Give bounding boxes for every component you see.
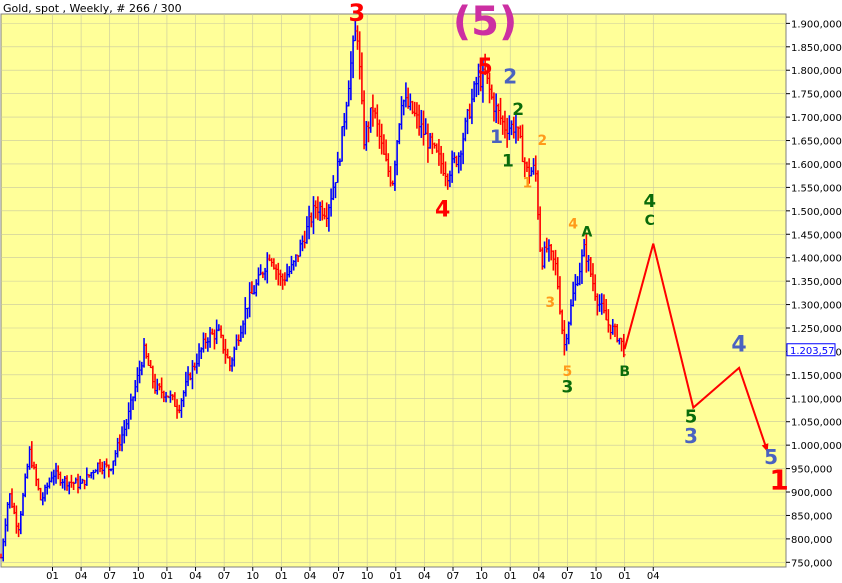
x-tick-label: 07	[103, 571, 116, 582]
y-tick-label: 750,000	[791, 558, 832, 569]
wave-label: 1	[523, 175, 533, 191]
x-tick-label: 10	[475, 571, 488, 582]
y-tick-label: 1.750,000	[791, 90, 842, 101]
wave-label: 2	[537, 133, 547, 149]
wave-label: 2	[512, 100, 524, 120]
projection-arrowhead	[761, 443, 769, 453]
y-tick-label: 1.350,000	[791, 277, 842, 288]
wave-label: 4	[435, 197, 450, 222]
x-tick-label: 01	[504, 571, 517, 582]
y-tick-label: 1.700,000	[791, 113, 842, 124]
y-tick-label: 1.800,000	[791, 66, 842, 77]
projection-line	[623, 243, 769, 453]
last-price-label: 1.203,57	[790, 346, 835, 357]
wave-label: A	[581, 225, 592, 241]
wave-label: 4	[568, 217, 578, 233]
price-bar	[621, 333, 626, 358]
wave-label: 5	[764, 445, 778, 469]
wave-label: 1	[502, 151, 514, 171]
y-tick-label: 1.000,000	[791, 441, 842, 452]
wave-label: 3	[349, 0, 366, 27]
y-tick-label: 1.500,000	[791, 207, 842, 218]
y-tick-label: 1.550,000	[791, 183, 842, 194]
x-tick-label: 04	[532, 571, 545, 582]
wave-label: 5	[477, 55, 492, 80]
x-tick-label: 01	[46, 571, 59, 582]
wave-label: 3	[684, 424, 698, 448]
x-tick-label: 01	[389, 571, 402, 582]
y-tick-label: 1.850,000	[791, 43, 842, 54]
x-tick-label: 10	[590, 571, 603, 582]
wave-label: 3	[545, 295, 555, 311]
x-tick-label: 01	[618, 571, 631, 582]
x-tick-label: 01	[275, 571, 288, 582]
plot-background	[0, 13, 787, 568]
y-tick-label: 1.050,000	[791, 418, 842, 429]
y-tick-label: 1.300,000	[791, 301, 842, 312]
x-tick-label: 01	[161, 571, 174, 582]
y-tick-label: 1.400,000	[791, 254, 842, 265]
y-tick-label: 850,000	[791, 511, 832, 522]
wave-label: (5)	[453, 0, 517, 45]
x-tick-label: 04	[189, 571, 202, 582]
wave-label: 5	[563, 364, 573, 380]
y-tick-label: 900,000	[791, 488, 832, 499]
x-tick-label: 04	[647, 571, 660, 582]
x-tick-label: 04	[418, 571, 431, 582]
wave-label: 1	[490, 126, 503, 148]
x-tick-label: 04	[304, 571, 317, 582]
chart-title: Gold, spot , Weekly, # 266 / 300	[3, 2, 182, 15]
wave-label: 2	[503, 64, 517, 88]
x-tick-label: 10	[132, 571, 145, 582]
price-bars	[0, 18, 626, 562]
y-axis: 750,000 800,000 850,000 900,000 950,000 1.000…	[786, 19, 842, 569]
x-tick-label: 10	[361, 571, 374, 582]
y-tick-label: 1.600,000	[791, 160, 842, 171]
x-tick-label: 07	[332, 571, 345, 582]
wave-label: C	[645, 213, 655, 229]
y-tick-label: 1.650,000	[791, 137, 842, 148]
y-tick-label: 1.100,000	[791, 394, 842, 405]
y-tick-label: 1.150,000	[791, 371, 842, 382]
x-tick-label: 07	[218, 571, 231, 582]
y-tick-label: 950,000	[791, 465, 832, 476]
last-price-box	[786, 343, 836, 357]
wave-label: 1	[769, 464, 788, 497]
wave-label: 3	[562, 378, 574, 398]
x-tick-label: 04	[75, 571, 88, 582]
x-tick-label: 07	[561, 571, 574, 582]
x-tick-label: 07	[447, 571, 460, 582]
projection-path	[623, 243, 769, 453]
y-tick-label: 1.250,000	[791, 324, 842, 335]
wave-label: B	[619, 364, 630, 380]
x-tick-label: 10	[246, 571, 259, 582]
y-tick-label: 800,000	[791, 535, 832, 546]
wave-label: 5	[685, 407, 698, 428]
y-tick-label: 1.900,000	[791, 19, 842, 30]
y-tick-label: 1.450,000	[791, 230, 842, 241]
wave-label: 4	[644, 191, 657, 212]
grid-layer	[1, 14, 786, 567]
wave-label: 4	[731, 332, 746, 357]
x-axis: 01 04 07 10 01 04 07 10 01 04 07 10 01 04 07 10 01 04 07 10…	[46, 567, 660, 582]
